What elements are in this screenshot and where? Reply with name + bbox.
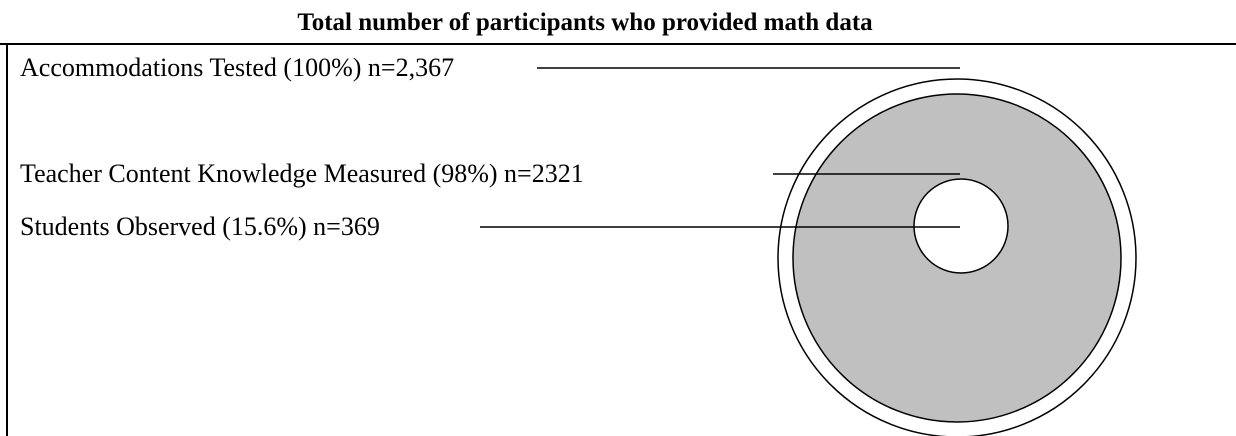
label: Students Observed (15.6%) n=369 [20,212,380,241]
title: Total number of participants who provide… [297,9,873,36]
inner-circle [913,178,1009,274]
label: Accommodations Tested (100%) n=2,367 [20,53,454,82]
label: Teacher Content Knowledge Measured (98%)… [20,159,584,188]
